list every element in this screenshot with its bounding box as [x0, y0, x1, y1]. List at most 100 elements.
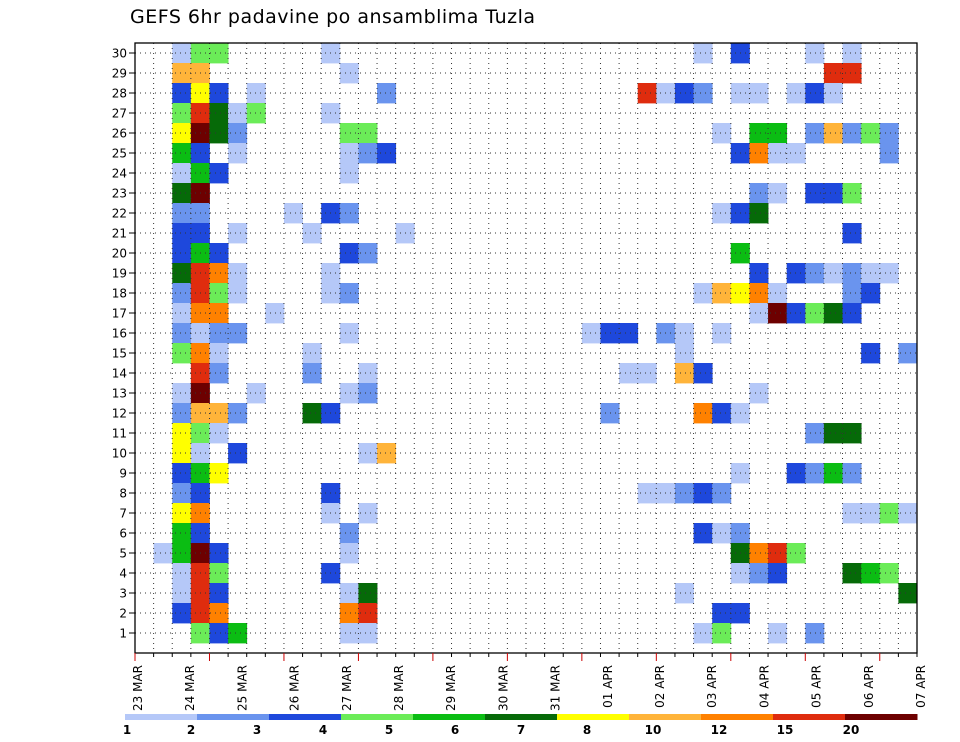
y-tick-label: 26 [112, 127, 127, 141]
heatmap-cell [172, 103, 192, 124]
heatmap-cell [823, 263, 843, 284]
heatmap-cell [209, 103, 229, 124]
heatmap-cell [805, 43, 825, 64]
heatmap-cell [712, 403, 732, 424]
heatmap-cell [172, 63, 192, 84]
heatmap-cell [768, 123, 788, 144]
heatmap-cell [209, 243, 229, 264]
heatmap-cell [805, 183, 825, 204]
y-tick-label: 4 [119, 567, 127, 581]
heatmap-cell [358, 603, 378, 624]
heatmap-cell [228, 283, 248, 304]
y-tick-label: 12 [112, 407, 127, 421]
heatmap-cell [209, 583, 229, 604]
heatmap-cell [172, 503, 192, 524]
heatmap-cell [823, 183, 843, 204]
heatmap-cell [339, 383, 359, 404]
heatmap-cell [339, 323, 359, 344]
heatmap-cell [823, 83, 843, 104]
heatmap-cell [172, 243, 192, 264]
heatmap-cell [302, 403, 322, 424]
heatmap-cell [637, 83, 657, 104]
heatmap-cell [172, 283, 192, 304]
y-tick-label: 6 [119, 527, 127, 541]
heatmap-cell [693, 363, 713, 384]
y-tick-label: 24 [112, 167, 127, 181]
legend-swatch [485, 714, 558, 720]
heatmap-cell [228, 143, 248, 164]
y-tick-label: 8 [119, 487, 127, 501]
heatmap-cell [302, 363, 322, 384]
heatmap-cell [209, 463, 229, 484]
heatmap-cell [209, 343, 229, 364]
legend-swatch [557, 714, 630, 720]
heatmap-cell [712, 283, 732, 304]
x-tick-label: 30 MAR [496, 665, 510, 711]
legend-swatch [845, 714, 918, 720]
heatmap-cell [209, 43, 229, 64]
heatmap-cell [842, 283, 862, 304]
heatmap-cell [749, 543, 769, 564]
heatmap-cell [768, 183, 788, 204]
y-tick-label: 11 [112, 427, 127, 441]
heatmap-cell [172, 583, 192, 604]
heatmap-cell [358, 503, 378, 524]
legend-tick-label: 12 [711, 723, 728, 737]
heatmap-cell [209, 123, 229, 144]
heatmap-cell [768, 563, 788, 584]
heatmap-cell [823, 463, 843, 484]
heatmap-cell [879, 503, 899, 524]
heatmap-cell [302, 343, 322, 364]
heatmap-cell [712, 603, 732, 624]
y-tick-label: 17 [112, 307, 127, 321]
legend-tick-label: 15 [777, 723, 794, 737]
heatmap-cell [377, 143, 397, 164]
heatmap-cell [693, 283, 713, 304]
heatmap-cell [172, 523, 192, 544]
x-tick-label: 27 MAR [340, 665, 354, 711]
x-axis: 23 MAR 24 MAR 25 MAR 26 MAR 27 MAR 28 MAR 29 M… [131, 653, 928, 711]
heatmap-cell [712, 123, 732, 144]
legend-tick-label: 5 [385, 723, 393, 737]
heatmap-cell [823, 303, 843, 324]
y-tick-label: 19 [112, 267, 127, 281]
x-tick-label: 31 MAR [549, 665, 563, 711]
heatmap-cell [209, 563, 229, 584]
y-tick-label: 14 [112, 367, 127, 381]
x-tick-label: 26 MAR [288, 665, 302, 711]
legend-tick-label: 8 [583, 723, 591, 737]
heatmap-cell [749, 123, 769, 144]
heatmap-cell [823, 63, 843, 84]
heatmap-cell [693, 523, 713, 544]
heatmap-cell [749, 303, 769, 324]
heatmap-cell [172, 423, 192, 444]
legend-tick-label: 6 [451, 723, 459, 737]
heatmap-cell [172, 343, 192, 364]
heatmap-cell [674, 483, 694, 504]
y-tick-label: 5 [119, 547, 127, 561]
heatmap-cell [805, 123, 825, 144]
y-tick-label: 9 [119, 467, 127, 481]
heatmap-cell [768, 303, 788, 324]
heatmap-cell [172, 223, 192, 244]
heatmap-cell [749, 183, 769, 204]
heatmap-cell [842, 223, 862, 244]
heatmap-cell [358, 143, 378, 164]
heatmap-cell [898, 583, 918, 604]
heatmap-cell [172, 183, 192, 204]
heatmap-cell [302, 223, 322, 244]
heatmap-cell [228, 223, 248, 244]
x-tick-label: 28 MAR [392, 665, 406, 711]
heatmap-cell [209, 323, 229, 344]
heatmap-cell [228, 623, 248, 644]
x-tick-label: 05 APR [810, 665, 824, 708]
heatmap-cell [209, 603, 229, 624]
heatmap-cell [209, 83, 229, 104]
y-tick-label: 21 [112, 227, 127, 241]
heatmap-cell [358, 443, 378, 464]
heatmap-cell [693, 403, 713, 424]
legend-swatch [197, 714, 270, 720]
heatmap-cell [172, 263, 192, 284]
heatmap-cell [358, 383, 378, 404]
x-tick-label: 07 APR [914, 665, 928, 708]
